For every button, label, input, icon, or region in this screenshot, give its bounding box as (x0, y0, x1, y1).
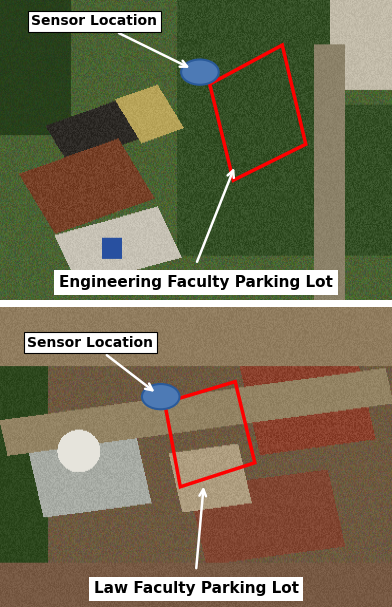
Text: Sensor Location: Sensor Location (31, 14, 187, 67)
Text: Law Faculty Parking Lot: Law Faculty Parking Lot (94, 582, 298, 597)
Text: Sensor Location: Sensor Location (27, 336, 153, 390)
Ellipse shape (142, 384, 180, 409)
Ellipse shape (181, 59, 219, 85)
Text: Engineering Faculty Parking Lot: Engineering Faculty Parking Lot (59, 275, 333, 290)
